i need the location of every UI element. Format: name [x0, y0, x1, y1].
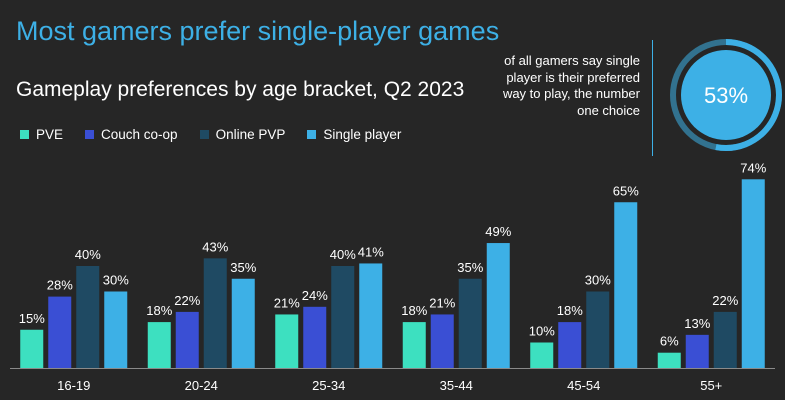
legend-label: PVE [36, 127, 64, 142]
bar-value-label: 10% [529, 324, 555, 339]
bar [331, 266, 355, 368]
bar-value-label: 49% [485, 224, 511, 239]
bar [20, 329, 44, 368]
bar [275, 314, 299, 368]
bar-value-label: 40% [330, 247, 356, 262]
donut-value-label: 53% [704, 83, 748, 108]
bar-value-label: 35% [230, 260, 256, 275]
bar-value-label: 13% [684, 316, 710, 331]
donut-inner-fill [681, 50, 771, 140]
bar [147, 322, 171, 368]
bar [713, 311, 737, 368]
bar-value-label: 41% [358, 244, 384, 259]
bar [104, 291, 128, 368]
bar-value-label: 30% [585, 273, 611, 288]
bar [402, 322, 426, 368]
legend-item: Single player [307, 127, 401, 142]
legend-item: Online PVP [199, 127, 286, 142]
bar [685, 334, 709, 368]
legend-item: Couch co-op [85, 127, 178, 142]
callout-divider [652, 40, 653, 156]
legend-label: Couch co-op [101, 127, 178, 142]
bar-value-label: 21% [274, 295, 300, 310]
x-tick-label: 55+ [700, 378, 722, 393]
bar-value-label: 40% [75, 247, 101, 262]
donut-progress-ring [670, 39, 782, 151]
chart-subtitle: Gameplay preferences by age bracket, Q2 … [16, 78, 465, 101]
bar [486, 243, 510, 368]
bar [458, 278, 482, 368]
bar [48, 296, 72, 368]
bar-value-label: 18% [557, 303, 583, 318]
bar-value-label: 24% [302, 288, 328, 303]
bar [430, 314, 454, 368]
chart-legend: PVE Couch co-op Online PVP Single player [20, 127, 423, 142]
bar-value-label: 28% [47, 278, 73, 293]
bar-value-label: 6% [660, 334, 679, 349]
bar-value-label: 74% [740, 160, 766, 175]
legend-label: Single player [323, 127, 402, 142]
page-title: Most gamers prefer single-player games [16, 16, 500, 46]
bar [231, 278, 255, 368]
bar [586, 291, 610, 368]
bar-value-label: 22% [174, 293, 200, 308]
legend-swatch [307, 130, 317, 139]
legend-label: Online PVP [215, 127, 286, 142]
legend-swatch [20, 130, 29, 139]
bar [76, 266, 100, 368]
bar [530, 342, 554, 368]
x-tick-label: 35-44 [440, 378, 473, 393]
bar [614, 202, 638, 368]
bar-value-label: 15% [19, 311, 45, 326]
bar [558, 322, 582, 368]
bar [741, 179, 765, 368]
legend-item: PVE [20, 127, 63, 142]
bar [175, 311, 199, 368]
bar [303, 306, 327, 368]
bar-value-label: 35% [457, 260, 483, 275]
bar [657, 352, 681, 368]
x-tick-label: 16-19 [57, 378, 90, 393]
bar-value-label: 21% [429, 295, 455, 310]
legend-swatch [85, 130, 95, 139]
legend-swatch [199, 130, 209, 139]
bar-value-label: 43% [202, 239, 228, 254]
x-tick-label: 20-24 [185, 378, 218, 393]
bar-value-label: 18% [401, 303, 427, 318]
x-tick-label: 25-34 [312, 378, 345, 393]
bar-value-label: 65% [613, 183, 639, 198]
bar-value-label: 18% [146, 303, 172, 318]
callout-text: of all gamers say single player is their… [502, 53, 640, 118]
donut-badge: 53% [670, 39, 782, 151]
bar [359, 263, 383, 368]
bar-value-label: 22% [712, 293, 738, 308]
x-tick-label: 45-54 [567, 378, 600, 393]
bar-value-label: 30% [103, 273, 129, 288]
bar [203, 258, 227, 368]
